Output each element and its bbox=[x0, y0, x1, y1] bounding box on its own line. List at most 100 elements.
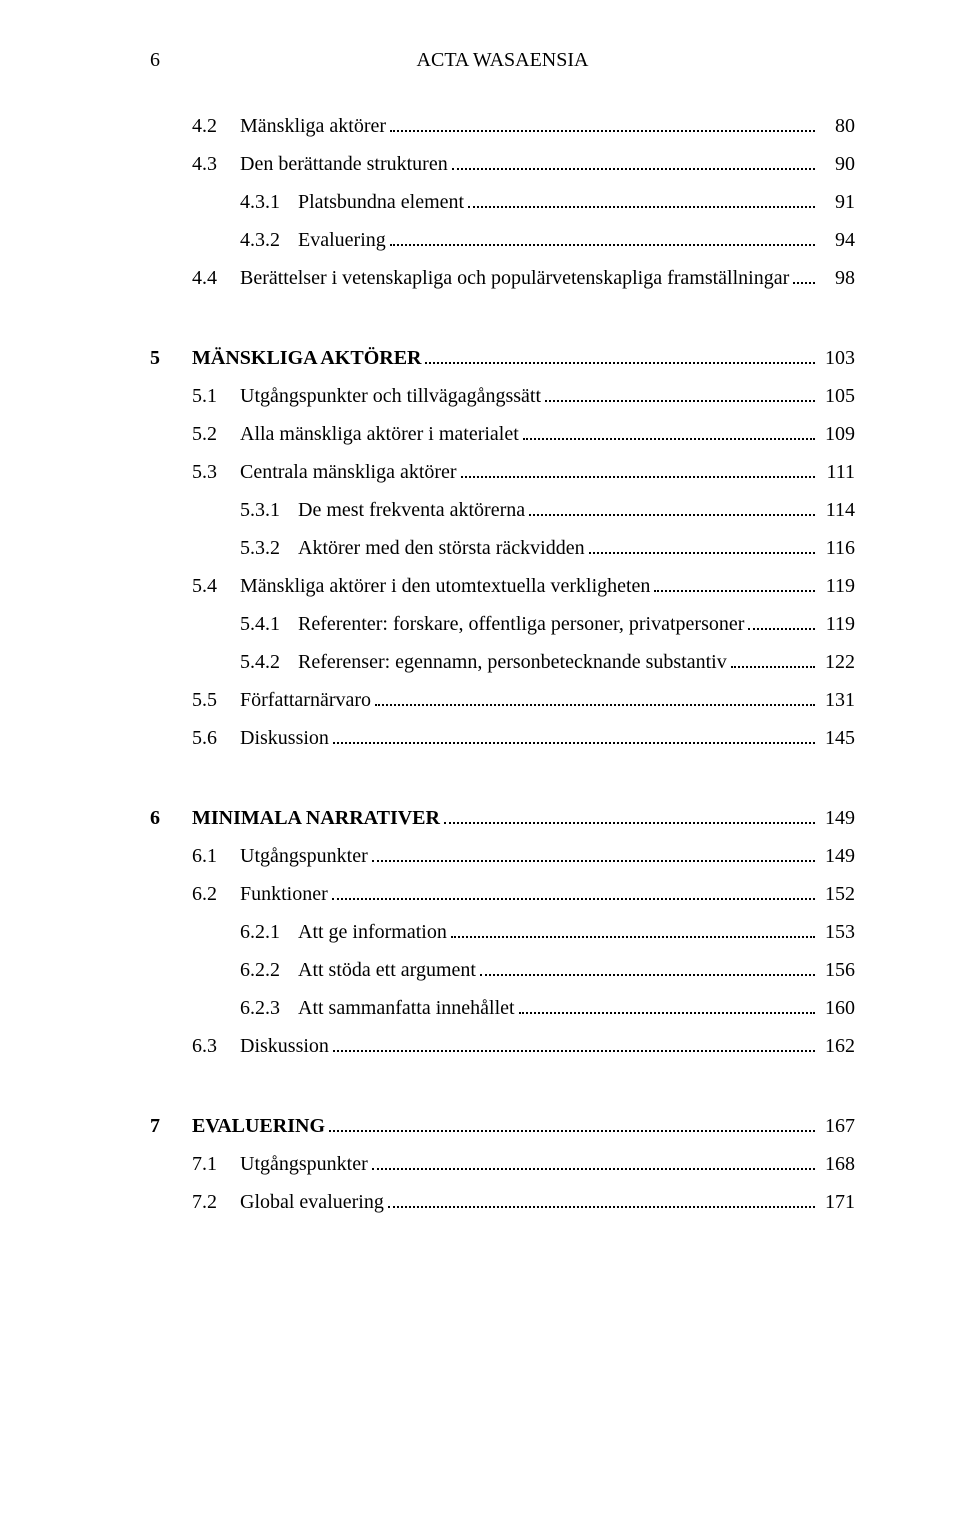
toc-entry: 6.2.3Att sammanfatta innehållet160 bbox=[150, 998, 855, 1018]
toc-dot-leader bbox=[425, 362, 815, 364]
toc-page-number: 90 bbox=[819, 154, 855, 174]
toc-page-number: 94 bbox=[819, 230, 855, 250]
page: 6 ACTA WASAENSIA 4.2Mänskliga aktörer80 4… bbox=[0, 0, 960, 1531]
toc-entry: 4.2Mänskliga aktörer80 bbox=[150, 116, 855, 136]
toc-dot-leader bbox=[529, 514, 815, 516]
toc-page-number: 168 bbox=[819, 1154, 855, 1174]
toc-dot-leader bbox=[461, 476, 815, 478]
toc-subsection-number: 4.3.1 bbox=[240, 192, 298, 212]
toc-dot-leader bbox=[390, 130, 815, 132]
toc-entry: 5.4Mänskliga aktörer i den utomtextuella… bbox=[150, 576, 855, 596]
toc-entry: 6.1Utgångspunkter149 bbox=[150, 846, 855, 866]
toc-entry: 5.4.1Referenter: forskare, offentliga pe… bbox=[150, 614, 855, 634]
toc-entry: 6.3Diskussion 162 bbox=[150, 1036, 855, 1056]
toc-page-number: 119 bbox=[819, 614, 855, 634]
toc-section-number: 6.1 bbox=[192, 846, 240, 866]
toc-entry-label: Utgångspunkter bbox=[240, 846, 368, 866]
toc-entry-label: Utgångspunkter bbox=[240, 1154, 368, 1174]
toc-entry-label: Författarnärvaro bbox=[240, 690, 371, 710]
toc-subsection-number: 5.3.1 bbox=[240, 500, 298, 520]
toc-entry-label: Referenter: forskare, offentliga persone… bbox=[298, 614, 744, 634]
toc-entry-label: Diskussion bbox=[240, 1036, 329, 1056]
toc-page-number: 167 bbox=[819, 1116, 855, 1136]
toc-section-number: 5.6 bbox=[192, 728, 240, 748]
toc-section-number: 6.3 bbox=[192, 1036, 240, 1056]
toc-dot-leader bbox=[793, 282, 815, 284]
toc-dot-leader bbox=[468, 206, 815, 208]
toc-section-number: 5.5 bbox=[192, 690, 240, 710]
toc-dot-leader bbox=[654, 590, 815, 592]
toc-page-number: 149 bbox=[819, 808, 855, 828]
toc-entry: 7.2Global evaluering 171 bbox=[150, 1192, 855, 1212]
toc-entry-label: Att ge information bbox=[298, 922, 447, 942]
toc-dot-leader bbox=[390, 244, 815, 246]
toc-entry-label: Aktörer med den största räckvidden bbox=[298, 538, 585, 558]
toc-dot-leader bbox=[748, 628, 815, 630]
toc-entry-label: Berättelser i vetenskapliga och populärv… bbox=[240, 268, 789, 288]
toc-entry: 6.2Funktioner152 bbox=[150, 884, 855, 904]
toc-section-number: 7.2 bbox=[192, 1192, 240, 1212]
toc-subsection-number: 4.3.2 bbox=[240, 230, 298, 250]
toc-subsection-number: 6.2.1 bbox=[240, 922, 298, 942]
toc-entry-label: Mänskliga aktörer i den utomtextuella ve… bbox=[240, 576, 650, 596]
toc-subsection-number: 6.2.2 bbox=[240, 960, 298, 980]
toc-page-number: 98 bbox=[819, 268, 855, 288]
toc-page-number: 116 bbox=[819, 538, 855, 558]
toc-entry: 5MÄNSKLIGA AKTÖRER103 bbox=[150, 348, 855, 368]
toc-entry: 4.3.2Evaluering 94 bbox=[150, 230, 855, 250]
toc-page-number: 111 bbox=[819, 462, 855, 482]
toc-dot-leader bbox=[452, 168, 815, 170]
toc-entry-label: Att stöda ett argument bbox=[298, 960, 476, 980]
toc-page-number: 171 bbox=[819, 1192, 855, 1212]
toc-entry-label: MÄNSKLIGA AKTÖRER bbox=[192, 348, 421, 368]
toc-block-gap bbox=[150, 306, 855, 348]
toc-dot-leader bbox=[731, 666, 815, 668]
toc-block-gap bbox=[150, 1074, 855, 1116]
toc-page-number: 109 bbox=[819, 424, 855, 444]
toc-entry: 5.6Diskussion 145 bbox=[150, 728, 855, 748]
toc-dot-leader bbox=[480, 974, 815, 976]
toc-entry: 7.1Utgångspunkter 168 bbox=[150, 1154, 855, 1174]
running-header: 6 ACTA WASAENSIA bbox=[150, 50, 855, 70]
toc-entry-label: MINIMALA NARRATIVER bbox=[192, 808, 440, 828]
toc-dot-leader bbox=[451, 936, 815, 938]
toc-entry-label: De mest frekventa aktörerna bbox=[298, 500, 525, 520]
toc-entry-label: Den berättande strukturen bbox=[240, 154, 448, 174]
toc-entry-label: Evaluering bbox=[298, 230, 386, 250]
toc-entry: 7EVALUERING 167 bbox=[150, 1116, 855, 1136]
toc-page-number: 156 bbox=[819, 960, 855, 980]
toc-page-number: 103 bbox=[819, 348, 855, 368]
toc-section-number: 7.1 bbox=[192, 1154, 240, 1174]
toc-entry-label: Utgångspunkter och tillvägagångssätt bbox=[240, 386, 541, 406]
toc-entry: 6.2.2Att stöda ett argument 156 bbox=[150, 960, 855, 980]
toc-dot-leader bbox=[444, 822, 815, 824]
toc-entry-label: EVALUERING bbox=[192, 1116, 325, 1136]
toc-dot-leader bbox=[372, 860, 815, 862]
toc-dot-leader bbox=[388, 1206, 815, 1208]
toc-dot-leader bbox=[519, 1012, 815, 1014]
toc-section-number: 5.4 bbox=[192, 576, 240, 596]
toc-entry: 5.5Författarnärvaro131 bbox=[150, 690, 855, 710]
toc-entry-label: Att sammanfatta innehållet bbox=[298, 998, 515, 1018]
toc-section-number: 5.3 bbox=[192, 462, 240, 482]
toc-entry: 5.2Alla mänskliga aktörer i materialet10… bbox=[150, 424, 855, 444]
toc-dot-leader bbox=[545, 400, 815, 402]
toc-page-number: 122 bbox=[819, 652, 855, 672]
toc-entry: 5.3Centrala mänskliga aktörer 111 bbox=[150, 462, 855, 482]
toc-entry: 4.4Berättelser i vetenskapliga och popul… bbox=[150, 268, 855, 288]
toc-chapter-number: 7 bbox=[150, 1116, 192, 1136]
toc-entry-label: Platsbundna element bbox=[298, 192, 464, 212]
toc-entry-label: Centrala mänskliga aktörer bbox=[240, 462, 457, 482]
toc-page-number: 145 bbox=[819, 728, 855, 748]
toc-entry: 5.3.2Aktörer med den största räckvidden 1… bbox=[150, 538, 855, 558]
toc-entry: 5.3.1De mest frekventa aktörerna114 bbox=[150, 500, 855, 520]
toc-dot-leader bbox=[372, 1168, 815, 1170]
toc-entry-label: Funktioner bbox=[240, 884, 328, 904]
toc-subsection-number: 5.3.2 bbox=[240, 538, 298, 558]
toc-dot-leader bbox=[333, 1050, 815, 1052]
toc-page-number: 162 bbox=[819, 1036, 855, 1056]
header-title: ACTA WASAENSIA bbox=[182, 50, 855, 70]
toc-page-number: 119 bbox=[819, 576, 855, 596]
toc-entry-label: Diskussion bbox=[240, 728, 329, 748]
toc-entry-label: Referenser: egennamn, personbetecknande … bbox=[298, 652, 727, 672]
